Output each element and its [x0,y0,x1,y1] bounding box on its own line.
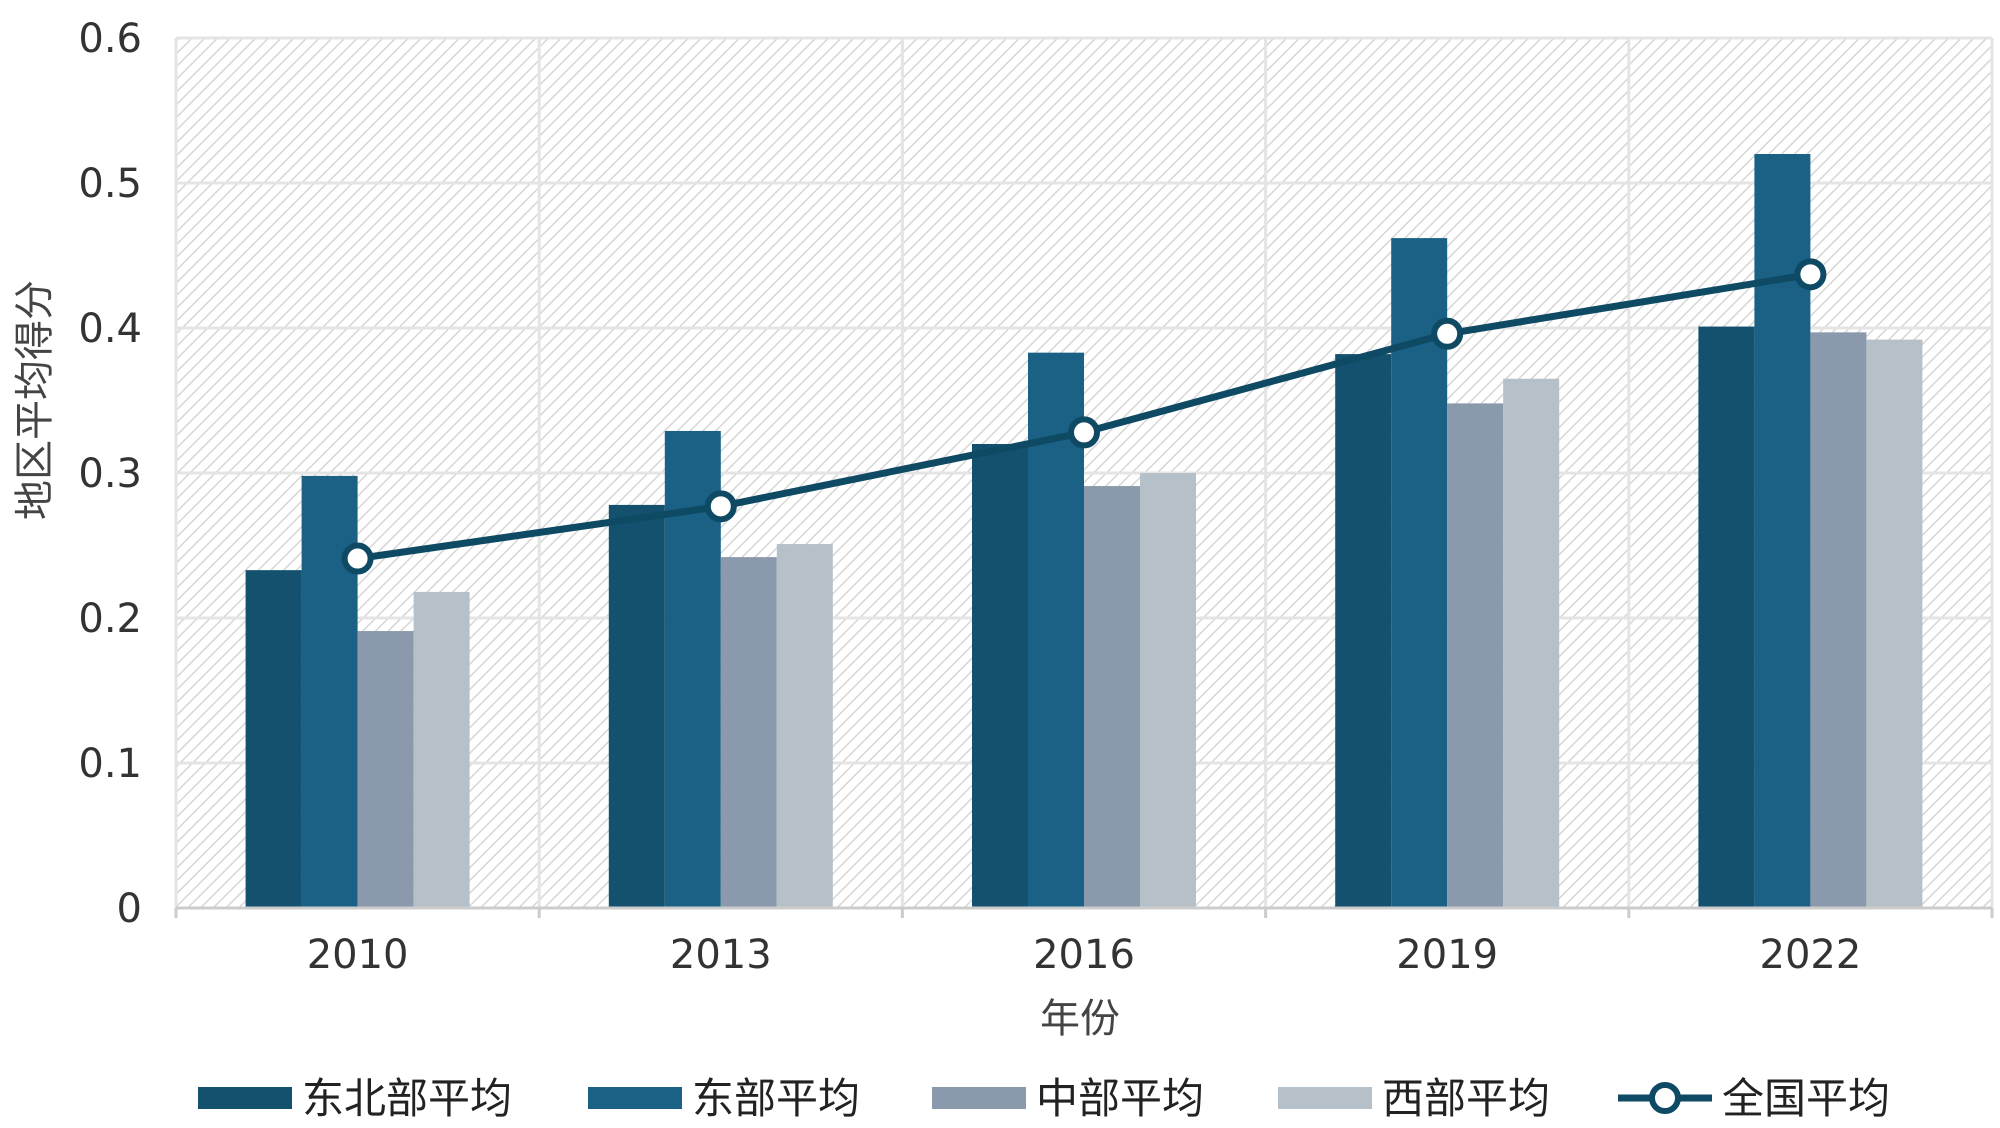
legend-item-东北部平均: 东北部平均 [198,1074,512,1123]
y-tick-label: 0.5 [78,161,142,207]
bar-东北部平均-2019 [1335,354,1392,909]
legend-item-东部平均: 东部平均 [588,1074,860,1123]
bar-西部平均-2010 [413,591,470,908]
line-point-2013 [704,490,737,523]
bar-西部平均-2022 [1866,339,1923,909]
line-point-2022 [1794,258,1827,291]
legend-label: 东部平均 [692,1074,860,1123]
bar-西部平均-2013 [776,544,833,908]
legend-item-西部平均: 西部平均 [1278,1074,1550,1123]
legend-label: 全国平均 [1722,1074,1890,1123]
line-point-2016 [1068,416,1100,449]
y-tick-label: 0.6 [78,16,142,62]
bar-东北部平均-2010 [245,570,302,908]
legend-swatch [588,1087,682,1109]
legend-label: 东北部平均 [302,1074,512,1123]
y-tick-label: 0.4 [78,306,142,352]
line-point-2019 [1431,317,1464,350]
y-tick-label: 0.1 [78,741,142,787]
bar-中部平均-2019 [1447,403,1504,908]
legend-swatch [1278,1087,1372,1109]
x-tick-label: 2010 [307,932,409,978]
bar-东北部平均-2013 [608,504,665,908]
y-tick-label: 0 [117,886,142,932]
x-tick-labels: 2010 2013 2016 2019 2022 [307,932,1862,978]
line-series [341,258,1827,575]
line-point-2010 [341,542,374,575]
y-axis-title: 地区平均得分 [12,280,58,520]
legend-item-全国平均: 全国平均 [1618,1074,1890,1123]
legend-item-中部平均: 中部平均 [932,1074,1204,1123]
x-axis-title: 年份 [1040,996,1120,1042]
axes [174,906,1994,918]
legend-marker [1649,1082,1681,1114]
x-tick-label: 2022 [1760,932,1862,978]
bar-东北部平均-2016 [972,444,1028,908]
bar-西部平均-2016 [1140,473,1196,908]
bar-东北部平均-2022 [1698,326,1755,908]
bar-西部平均-2019 [1503,378,1560,908]
bar-东部平均-2010 [301,475,358,908]
bar-中部平均-2010 [357,631,414,908]
bar-中部平均-2016 [1084,486,1140,908]
bar-中部平均-2013 [720,557,777,908]
legend-swatch [198,1087,292,1109]
x-tick-label: 2013 [670,932,772,978]
legend: 东北部平均 东部平均 中部平均 西部平均 全国平均 [198,1074,1890,1123]
legend-label: 中部平均 [1036,1074,1204,1123]
y-tick-label: 0.3 [78,451,142,497]
x-tick-label: 2016 [1033,932,1135,978]
bars [245,154,1923,909]
x-tick-label: 2019 [1396,932,1498,978]
y-tick-label: 0.2 [78,596,142,642]
legend-swatch [932,1087,1026,1109]
bar-中部平均-2022 [1810,332,1867,909]
legend-label: 西部平均 [1382,1074,1550,1123]
y-tick-labels: 0 0.1 0.2 0.3 0.4 0.5 0.6 [78,16,142,932]
